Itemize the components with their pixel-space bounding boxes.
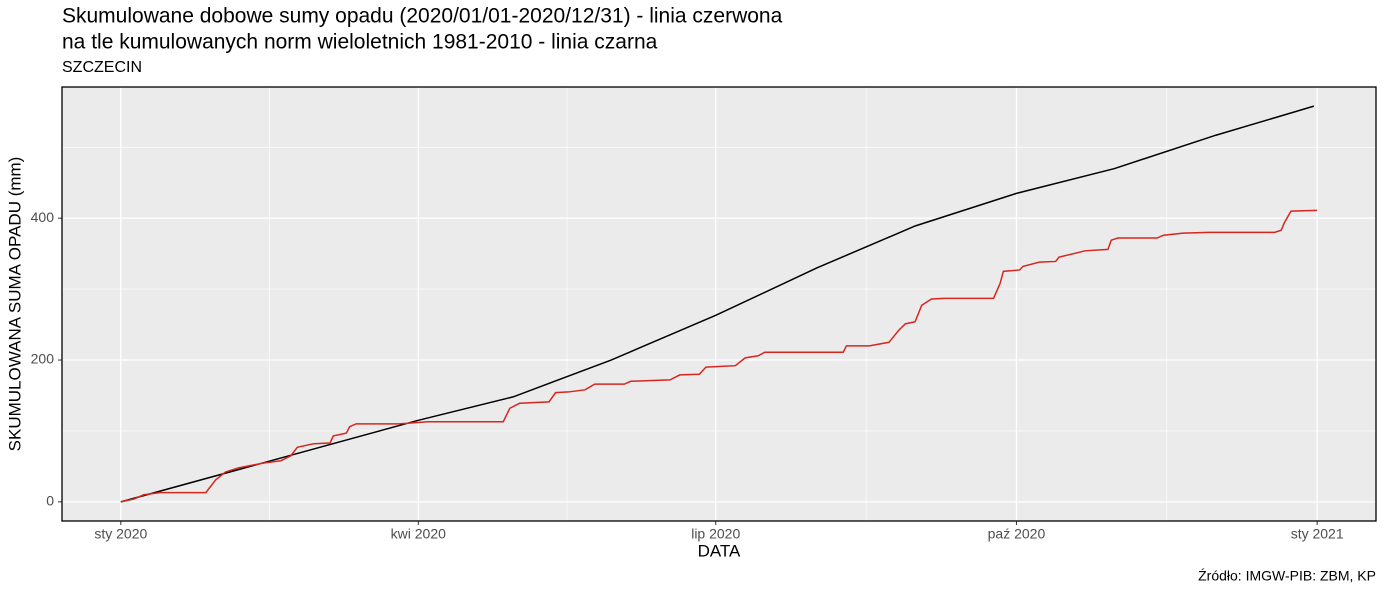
- x-axis-title: DATA: [698, 541, 741, 560]
- x-tick-label: paź 2020: [988, 526, 1046, 542]
- plot-border: [61, 86, 1377, 522]
- x-tick-label: kwi 2020: [391, 526, 446, 542]
- chart-title: Skumulowane dobowe sumy opadu (2020/01/0…: [62, 5, 783, 28]
- caption: Źródło: IMGW-PIB: ZBM, KP: [1198, 568, 1376, 584]
- x-tick-label: sty 2021: [1291, 526, 1344, 542]
- series-line: [120, 209, 1318, 503]
- x-tick-label: lip 2020: [691, 526, 740, 542]
- series-line: [120, 105, 1315, 503]
- chart-subtitle: SZCZECIN: [62, 59, 142, 76]
- y-tick-label: 200: [31, 351, 55, 367]
- y-axis-title: SKUMULOWANA SUMA OPADU (mm): [5, 157, 24, 452]
- x-tick-label: sty 2020: [94, 526, 147, 542]
- chart-title: na tle kumulowanych norm wieloletnich 19…: [62, 31, 658, 54]
- y-tick-label: 400: [31, 209, 55, 225]
- y-tick-label: 0: [46, 493, 54, 509]
- plot-background: [62, 87, 1376, 521]
